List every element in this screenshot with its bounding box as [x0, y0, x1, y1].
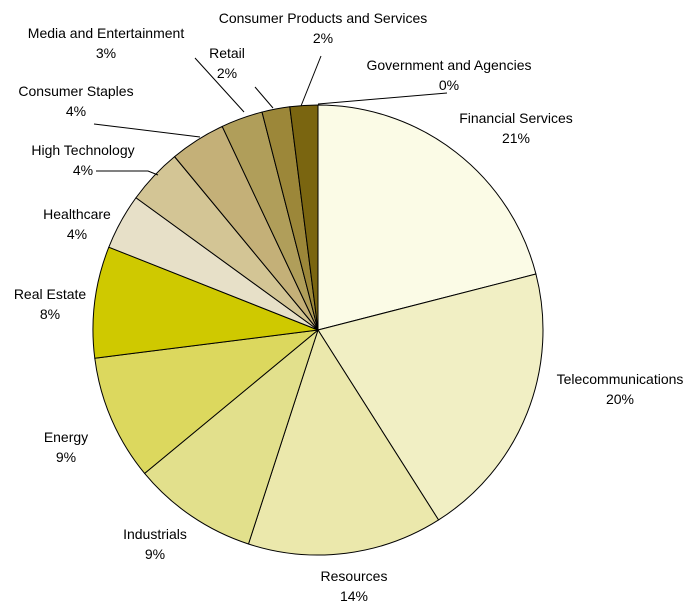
pie-slice-real-estate — [92, 246, 319, 359]
pie-slice-energy — [94, 329, 319, 474]
leader-line-media-and-entertainment — [194, 57, 245, 113]
slice-label-energy: Energy — [44, 429, 88, 445]
slice-label-media-and-entertainment: Media and Entertainment — [28, 25, 185, 41]
pie-slice-telecommunications — [317, 273, 544, 521]
slice-percent-high-technology: 4% — [73, 162, 93, 178]
slice-percent-energy: 9% — [56, 449, 76, 465]
slice-label-financial-services: Financial Services — [459, 110, 573, 126]
pie-slice-industrials — [144, 329, 319, 545]
slice-label-consumer-staples: Consumer Staples — [18, 83, 133, 99]
slice-label-telecommunications: Telecommunications — [557, 371, 684, 387]
slice-percent-retail: 2% — [217, 65, 237, 81]
slice-percent-financial-services: 21% — [502, 130, 530, 146]
slice-percent-consumer-staples: 4% — [66, 103, 86, 119]
slice-percent-telecommunications: 20% — [606, 391, 634, 407]
leader-line-consumer-products-and-services — [300, 55, 322, 107]
pie-slice-resources — [247, 329, 440, 556]
slice-percent-government-and-agencies: 0% — [439, 77, 459, 93]
pie-slice-financial-services — [317, 104, 537, 331]
slice-label-real-estate: Real Estate — [14, 286, 87, 302]
slice-percent-consumer-products-and-services: 2% — [313, 30, 333, 46]
slice-label-high-technology: High Technology — [31, 142, 134, 158]
slice-percent-industrials: 9% — [145, 546, 165, 562]
leader-line-retail — [254, 86, 274, 109]
pie-slice-consumer-products-and-services — [289, 104, 319, 331]
slice-percent-resources: 14% — [340, 588, 368, 601]
slice-label-government-and-agencies: Government and Agencies — [367, 57, 532, 73]
slice-label-industrials: Industrials — [123, 526, 187, 542]
pie-slices — [92, 104, 544, 556]
leader-line-consumer-staples — [93, 123, 201, 138]
slice-labels: Financial Services 21% Telecommunications 2… — [14, 10, 684, 601]
slice-percent-real-estate: 8% — [40, 306, 60, 322]
slice-label-healthcare: Healthcare — [43, 206, 111, 222]
slice-percent-healthcare: 4% — [67, 226, 87, 242]
slice-percent-media-and-entertainment: 3% — [96, 45, 116, 61]
slice-label-resources: Resources — [321, 568, 388, 584]
leader-line-government-and-agencies — [317, 92, 448, 105]
slice-label-consumer-products-and-services: Consumer Products and Services — [219, 10, 428, 26]
leader-lines — [93, 55, 448, 176]
slice-label-retail: Retail — [209, 45, 245, 61]
leader-line-high-technology — [96, 170, 159, 176]
